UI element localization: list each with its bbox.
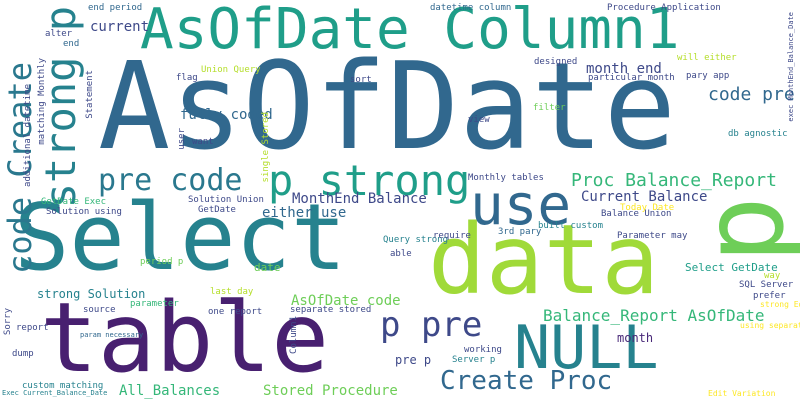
word-db-agnostic: db agnostic [728,129,788,139]
word-want: want [192,137,214,147]
word-source: source [83,305,116,315]
word-param-necessary: param necessary [80,331,144,339]
word-asofdate-column1: AsOfDate Column1 [140,0,680,62]
word-pary-app: pary app [686,71,730,81]
word-monthly-tables: Monthly tables [468,173,544,183]
word-balance-report-asofdate: Balance_Report AsOfDate [543,306,765,325]
word-select-getdate: Select GetDate [685,261,778,274]
word-getdate: GetDate [198,205,236,215]
word-null: NULL [514,313,659,383]
word-monthend-balance: MonthEnd Balance [292,191,427,207]
word-asofdate-code: AsOfDate code [291,293,401,309]
word-proc-balance-report: Proc Balance_Report [571,170,777,191]
word-month: month [617,331,654,345]
word-p: p [679,196,800,264]
word-additional-datetime: additional datetime [23,84,33,187]
word-datetime-column: datetime column [430,3,512,13]
word-3rd-pary: 3rd pary [498,227,542,237]
word-user: user [177,128,187,150]
word-designed: designed [534,57,578,67]
word-current: current [90,19,150,35]
word-separate-stored: separate stored [290,305,372,315]
word-stored-procedure: Stored Procedure [263,383,398,399]
word-one-report: one report [208,307,263,317]
word-table: table [40,282,329,394]
word-way: way [764,271,781,281]
word-either-use: either use [262,205,347,221]
word-alter: alter [45,29,73,39]
word-exec-monthend-balance-date: exec MonthEnd_Balance_Date [787,12,795,122]
word-period-p: period p [140,257,184,267]
word-will-either: will either [677,53,737,63]
word-filter: filter [533,103,566,113]
word-parameter-may: Parameter may [617,231,688,241]
word-sort: sort [350,75,372,85]
word-view: view [468,115,490,125]
word-server-p: Server p [452,355,496,365]
word-data: data [428,204,660,316]
word-sql-server: SQL Server [739,280,794,290]
word-column1: Column1 [289,316,299,354]
word-all-balances: All_Balances [119,383,221,399]
word-create-proc: Create Proc [440,366,613,396]
word-current-balance: Current Balance [581,189,708,205]
word-sorry: Sorry [3,308,13,336]
word-date: date [254,261,281,274]
word-strong-edit: strong Edit [760,300,800,309]
word-exec-current-balance-date: Exec Current_Balance_Date [2,389,108,397]
word-working: working [464,345,502,355]
word-union-query: Union Query [201,65,261,75]
word-require: require [433,231,471,241]
word-code-pre: code pre [708,84,795,105]
word-procedure-application: Procedure Application [607,3,721,13]
word-pre-code: pre code [98,163,243,198]
word-using-separate: using separate [740,321,800,330]
word-solution-union: Solution Union [188,195,264,205]
word-statement: Statement [85,70,95,119]
word-fully-coded: fully coded [180,107,273,123]
word-parameter: parameter [130,299,179,309]
word-pre-p: pre p [395,353,432,367]
word-month-end: month end [586,61,662,77]
word-built-custom: built custom [538,221,604,231]
word-asofdate: AsOfDate [98,38,676,177]
word-p-strong: p strong [268,156,471,205]
word-able: able [390,249,412,259]
word-end-period: end period [88,3,143,13]
word-getdate-exec: GetDate Exec [41,197,107,207]
word-today-date: Today Date [620,203,675,213]
word-report: report [16,323,49,333]
word-p-pre: p pre [380,305,483,345]
word-balance-union: Balance Union [601,209,672,219]
word-strong-solution: strong Solution [37,287,146,301]
word-end: end [63,39,80,49]
word-query-strong: Query strong [383,235,449,245]
word-use: use [470,173,572,238]
word-edit-variation: Edit Variation [708,389,776,398]
word-flag: flag [176,73,198,83]
word-particular-month: particular month [588,73,675,83]
word-matching-monthly: matching Monthly [37,58,47,145]
word-prefer: prefer [753,291,786,301]
word-last-day: last day [210,287,254,297]
word-dump: dump [12,349,34,359]
word-custom-matching: custom matching [22,381,104,391]
word-select: Select [14,184,347,291]
word-single-stored: single Stored [261,112,271,183]
word-solution-using: Solution using [46,207,122,217]
